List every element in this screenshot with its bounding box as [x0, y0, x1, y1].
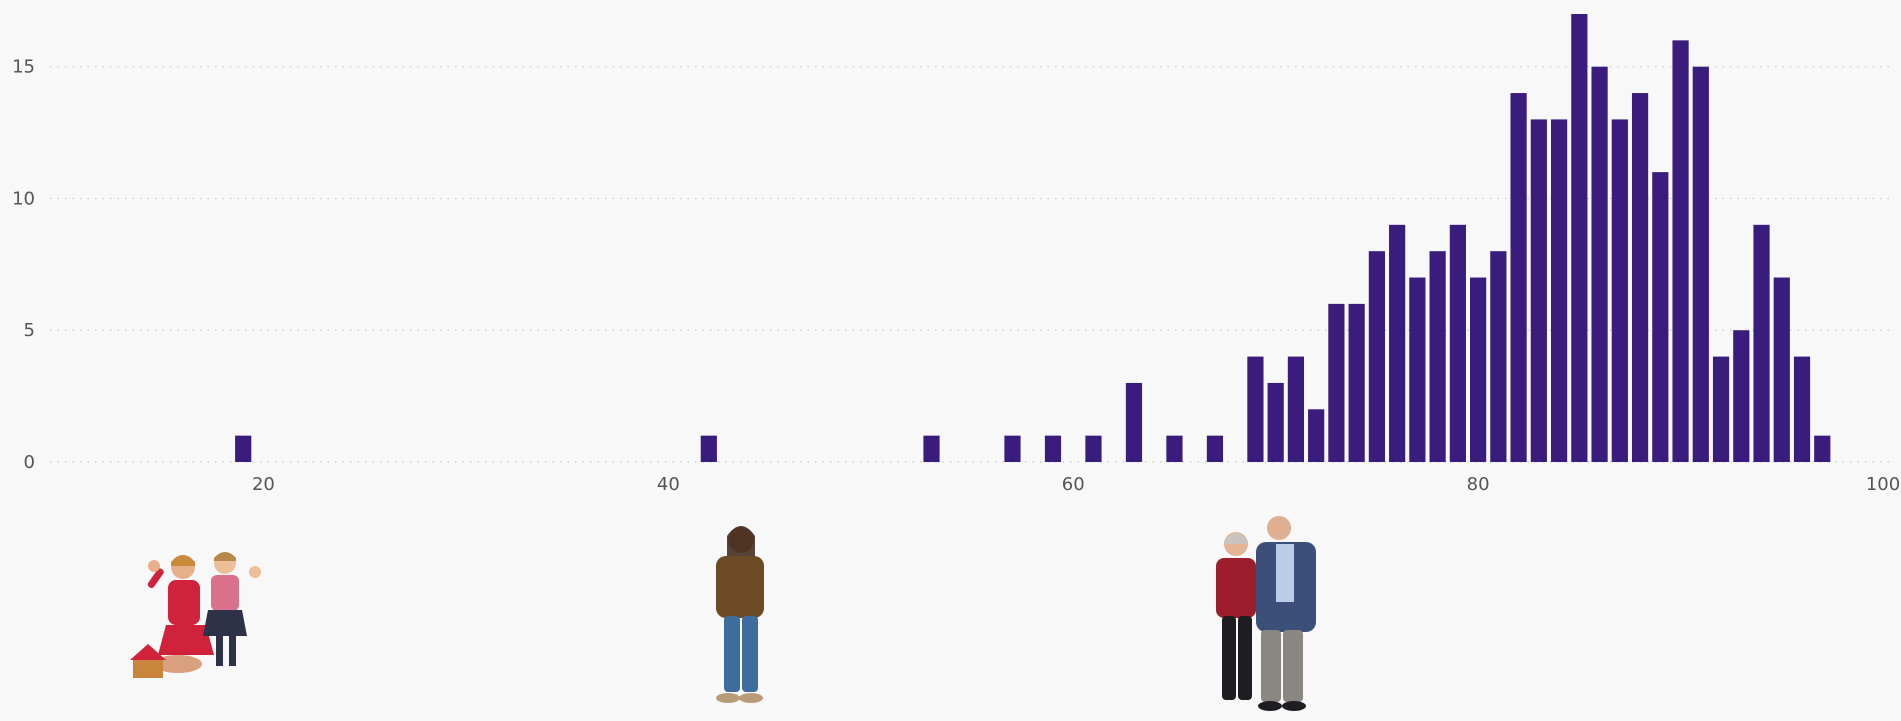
- bar-71: [1287, 356, 1305, 462]
- grid-lines: [50, 66, 1895, 463]
- bar-72: [1308, 409, 1325, 462]
- bar-70: [1267, 382, 1284, 462]
- bar-87: [1611, 119, 1628, 462]
- young-adult-icon: [716, 526, 764, 703]
- x-tick-label: 40: [657, 474, 680, 495]
- bar-88: [1631, 93, 1649, 462]
- bar-65: [1166, 435, 1183, 462]
- bar-19: [235, 435, 252, 462]
- bar-77: [1409, 277, 1426, 462]
- y-tick-label: 0: [24, 452, 35, 473]
- y-axis-labels: 0 5 10 15: [12, 57, 35, 473]
- bar-93: [1733, 330, 1750, 462]
- bar-80: [1470, 277, 1487, 462]
- bar-89: [1652, 172, 1669, 462]
- x-tick-label: 20: [252, 474, 275, 495]
- bar-92: [1712, 356, 1730, 462]
- bars: [235, 14, 1831, 463]
- y-tick-label: 10: [12, 188, 35, 209]
- bar-79: [1449, 224, 1466, 462]
- bar-84: [1550, 119, 1568, 462]
- bar-91: [1692, 66, 1709, 463]
- bar-90: [1672, 40, 1689, 463]
- bar-59: [1044, 435, 1062, 462]
- bar-69: [1247, 356, 1264, 462]
- x-tick-label: 80: [1467, 474, 1490, 495]
- bar-82: [1510, 93, 1527, 462]
- bar-78: [1429, 251, 1446, 462]
- bar-63: [1125, 382, 1143, 462]
- x-tick-label: 60: [1062, 474, 1085, 495]
- bar-85: [1571, 14, 1588, 462]
- bar-67: [1206, 435, 1224, 462]
- bar-75: [1368, 251, 1385, 462]
- y-tick-label: 15: [12, 57, 35, 78]
- y-tick-label: 5: [24, 320, 35, 341]
- bar-61: [1085, 435, 1102, 462]
- bar-86: [1591, 66, 1608, 463]
- bar-57: [1004, 435, 1021, 462]
- bar-76: [1389, 224, 1406, 462]
- bar-97: [1814, 435, 1831, 462]
- bar-73: [1328, 303, 1345, 462]
- x-axis-labels: 20 40 60 80 100: [252, 474, 1900, 495]
- bar-53: [923, 435, 940, 462]
- older-couple-icon: [1216, 516, 1316, 711]
- bar-74: [1348, 303, 1365, 462]
- bar-94: [1753, 224, 1770, 462]
- bar-96: [1793, 356, 1811, 462]
- children-waving-icon: [130, 552, 261, 678]
- bar-83: [1530, 119, 1547, 462]
- bar-81: [1490, 251, 1507, 462]
- x-tick-label: 100: [1866, 474, 1900, 495]
- bar-95: [1773, 277, 1790, 462]
- bar-42: [700, 435, 717, 462]
